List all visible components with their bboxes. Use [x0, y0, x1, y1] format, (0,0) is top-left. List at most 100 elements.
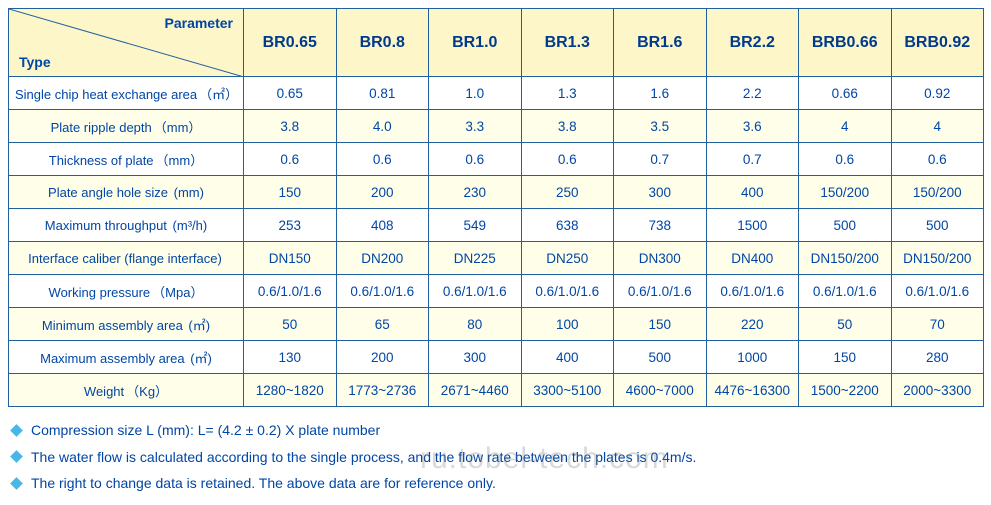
table-cell: DN200 [336, 242, 429, 275]
col-header: BR0.8 [336, 9, 429, 77]
table-cell: 500 [891, 209, 984, 242]
table-cell: 0.6 [336, 143, 429, 176]
table-cell: 80 [429, 308, 522, 341]
row-label: Minimum assembly area (㎡) [9, 308, 244, 341]
row-label-text: Maximum throughput [45, 218, 167, 233]
table-cell: 150 [244, 176, 337, 209]
table-cell: 500 [799, 209, 892, 242]
note-text: The water flow is calculated according t… [31, 444, 696, 471]
table-row: Single chip heat exchange area（㎡）0.650.8… [9, 77, 984, 110]
row-label: Weight（Kg） [9, 374, 244, 407]
col-header: BRB0.92 [891, 9, 984, 77]
type-label: Type [19, 54, 51, 70]
col-header: BR2.2 [706, 9, 799, 77]
table-cell: 549 [429, 209, 522, 242]
table-cell: 408 [336, 209, 429, 242]
table-cell: 150 [799, 341, 892, 374]
row-unit: （Kg） [126, 384, 168, 399]
table-cell: 3.8 [521, 110, 614, 143]
table-cell: 4 [799, 110, 892, 143]
table-cell: 1280~1820 [244, 374, 337, 407]
bullet-icon [10, 451, 23, 464]
table-cell: 3300~5100 [521, 374, 614, 407]
table-cell: 0.6 [244, 143, 337, 176]
table-cell: 4.0 [336, 110, 429, 143]
corner-cell: Parameter Type [9, 9, 244, 77]
table-cell: 3.5 [614, 110, 707, 143]
row-unit: （mm） [154, 120, 202, 135]
table-cell: 150/200 [891, 176, 984, 209]
row-unit: (m³/h) [169, 218, 207, 233]
table-row: Minimum assembly area (㎡)506580100150220… [9, 308, 984, 341]
table-cell: 0.81 [336, 77, 429, 110]
table-cell: 70 [891, 308, 984, 341]
table-cell: 400 [706, 176, 799, 209]
table-cell: 230 [429, 176, 522, 209]
bullet-icon [10, 477, 23, 490]
col-header: BR1.3 [521, 9, 614, 77]
table-cell: 250 [521, 176, 614, 209]
header-row: Parameter Type BR0.65 BR0.8 BR1.0 BR1.3 … [9, 9, 984, 77]
row-unit: （Mpa） [152, 285, 203, 300]
note-text: The right to change data is retained. Th… [31, 470, 496, 497]
table-cell: 0.6 [429, 143, 522, 176]
row-unit: （㎡） [199, 87, 238, 102]
table-cell: DN400 [706, 242, 799, 275]
table-cell: 738 [614, 209, 707, 242]
row-label: Plate angle hole size (mm) [9, 176, 244, 209]
table-row: Plate ripple depth（mm）3.84.03.33.83.53.6… [9, 110, 984, 143]
row-unit: (mm) [170, 185, 204, 200]
row-label: Plate ripple depth（mm） [9, 110, 244, 143]
table-row: Maximum assembly area (㎡)130200300400500… [9, 341, 984, 374]
row-label: Working pressure（Mpa） [9, 275, 244, 308]
table-cell: 4 [891, 110, 984, 143]
table-cell: 150 [614, 308, 707, 341]
row-label-text: Maximum assembly area [40, 351, 185, 366]
table-cell: 65 [336, 308, 429, 341]
table-cell: 1.0 [429, 77, 522, 110]
table-cell: 1.6 [614, 77, 707, 110]
row-label: Thickness of plate（mm） [9, 143, 244, 176]
table-cell: 0.92 [891, 77, 984, 110]
table-cell: 50 [799, 308, 892, 341]
row-unit: （mm） [156, 153, 204, 168]
table-cell: 1.3 [521, 77, 614, 110]
table-cell: 500 [614, 341, 707, 374]
row-label-text: Plate angle hole size [48, 185, 168, 200]
table-cell: DN225 [429, 242, 522, 275]
table-row: Working pressure（Mpa）0.6/1.0/1.60.6/1.0/… [9, 275, 984, 308]
table-cell: 0.6/1.0/1.6 [336, 275, 429, 308]
table-row: Maximum throughput (m³/h)253408549638738… [9, 209, 984, 242]
table-cell: 3.3 [429, 110, 522, 143]
table-row: Interface caliber (flange interface)DN15… [9, 242, 984, 275]
table-cell: 4476~16300 [706, 374, 799, 407]
table-cell: 150/200 [799, 176, 892, 209]
table-cell: 130 [244, 341, 337, 374]
table-cell: 300 [614, 176, 707, 209]
table-cell: 100 [521, 308, 614, 341]
row-label-text: Working pressure [49, 285, 151, 300]
row-label-text: Thickness of plate [49, 153, 154, 168]
notes-section: Compression size L (mm): L= (4.2 ± 0.2) … [8, 417, 983, 497]
table-cell: 300 [429, 341, 522, 374]
table-cell: 280 [891, 341, 984, 374]
parameter-label: Parameter [165, 15, 234, 31]
table-cell: 0.6/1.0/1.6 [429, 275, 522, 308]
table-cell: DN150/200 [891, 242, 984, 275]
row-unit: (㎡) [185, 318, 210, 333]
table-cell: DN150 [244, 242, 337, 275]
table-cell: 0.6/1.0/1.6 [244, 275, 337, 308]
row-label: Maximum assembly area (㎡) [9, 341, 244, 374]
col-header: BR1.6 [614, 9, 707, 77]
table-cell: 0.7 [614, 143, 707, 176]
col-header: BR0.65 [244, 9, 337, 77]
note-line: Compression size L (mm): L= (4.2 ± 0.2) … [12, 417, 983, 444]
row-label: Single chip heat exchange area（㎡） [9, 77, 244, 110]
row-label: Interface caliber (flange interface) [9, 242, 244, 275]
table-cell: 0.6/1.0/1.6 [614, 275, 707, 308]
table-cell: 1500~2200 [799, 374, 892, 407]
table-cell: 3.8 [244, 110, 337, 143]
table-cell: 0.6/1.0/1.6 [799, 275, 892, 308]
table-cell: 200 [336, 341, 429, 374]
table-cell: 200 [336, 176, 429, 209]
